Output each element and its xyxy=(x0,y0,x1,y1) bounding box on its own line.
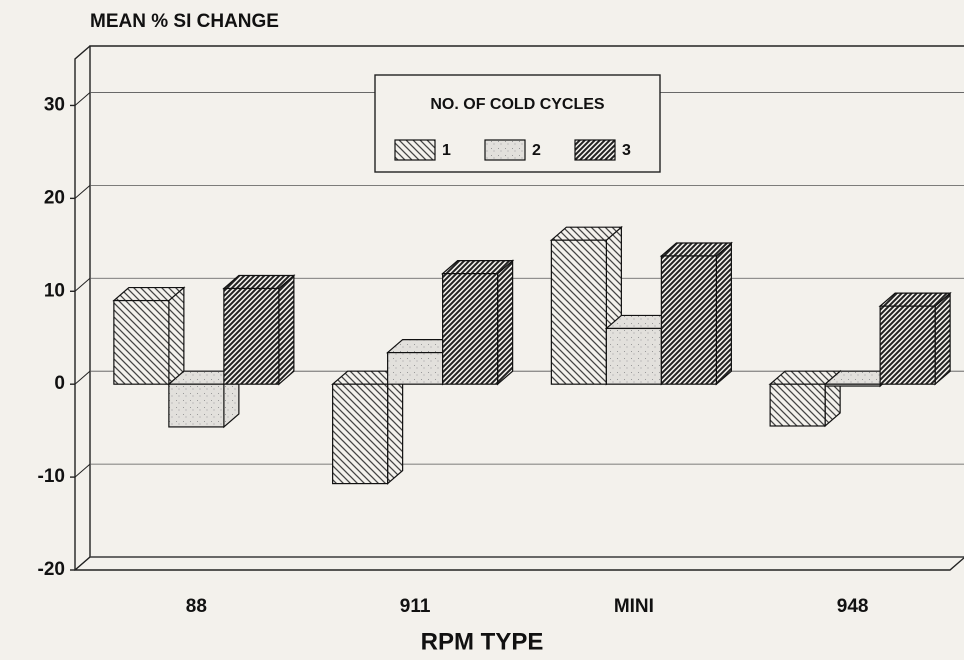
wall-tick xyxy=(74,463,91,478)
bar xyxy=(550,239,607,385)
legend-swatch xyxy=(574,139,616,161)
wall-tick xyxy=(74,277,91,292)
x-tick-label: 88 xyxy=(186,596,207,617)
y-tick-label: -20 xyxy=(38,559,65,580)
y-tick-label: 20 xyxy=(44,187,65,208)
x-tick-label: MINI xyxy=(614,596,654,617)
bar xyxy=(769,383,826,427)
bar xyxy=(387,351,444,385)
bar-side xyxy=(278,274,295,386)
wall-tick xyxy=(74,184,91,199)
legend-label: 2 xyxy=(532,142,541,159)
bar-side xyxy=(715,241,732,386)
legend-swatch xyxy=(484,139,526,161)
y-tick-label: 30 xyxy=(44,94,65,115)
bar xyxy=(605,327,662,385)
y-tick-label: -10 xyxy=(38,466,65,487)
wall-tick xyxy=(74,556,91,571)
wall-tick xyxy=(74,92,91,106)
bar xyxy=(879,305,936,385)
legend-label: 3 xyxy=(622,142,631,159)
bar-side xyxy=(934,291,951,386)
x-tick-label: 948 xyxy=(837,596,869,617)
bar xyxy=(168,383,225,428)
bar-side xyxy=(497,259,514,386)
legend-title: NO. OF COLD CYCLES xyxy=(430,96,605,113)
bar xyxy=(332,383,389,485)
bar xyxy=(442,273,499,385)
x-tick-label: 911 xyxy=(400,596,431,617)
y-tick-label: 0 xyxy=(54,373,65,394)
x-axis-label: RPM TYPE xyxy=(421,628,544,655)
legend-swatch xyxy=(394,139,436,161)
wall-tick xyxy=(74,370,91,385)
chart-title: MEAN % SI CHANGE xyxy=(90,11,279,32)
bar xyxy=(660,255,717,385)
bar xyxy=(113,299,170,385)
legend-label: 1 xyxy=(442,142,451,159)
bar-side xyxy=(168,286,185,386)
bar xyxy=(223,287,280,385)
y-tick-label: 10 xyxy=(44,280,65,301)
bar-side xyxy=(387,369,404,485)
bar xyxy=(824,383,881,387)
